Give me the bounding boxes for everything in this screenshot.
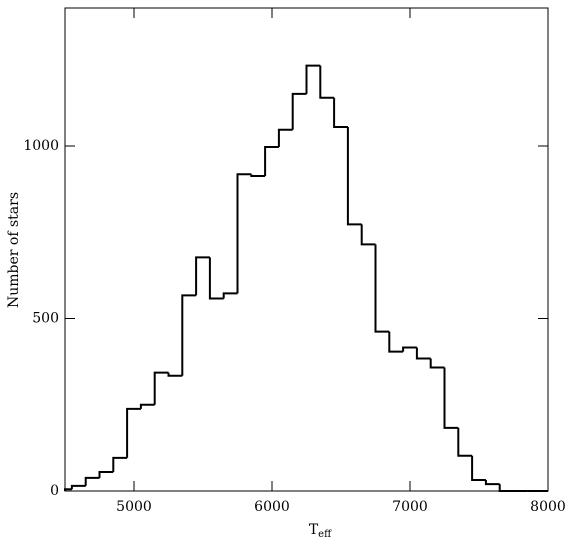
histogram-bar (498, 484, 514, 492)
histogram-bar (181, 294, 197, 376)
x-tick-label: 8000 (530, 499, 566, 515)
histogram-bar (264, 146, 279, 177)
x-axis-label: Teff (309, 522, 332, 540)
histogram-bar (346, 127, 362, 226)
histogram-bar (305, 64, 321, 94)
x-tick-label: 6000 (254, 499, 290, 515)
histogram-bar (208, 257, 224, 300)
histogram-bar (277, 128, 293, 148)
histogram-bar (250, 174, 266, 178)
histogram-bar (471, 455, 486, 481)
x-axis-label-main: T (309, 522, 319, 538)
histogram-bar (70, 484, 86, 490)
y-tick-label: 0 (50, 483, 59, 499)
histogram-bar (126, 407, 141, 458)
histogram-bar (98, 471, 114, 478)
histogram-bar (153, 371, 169, 405)
x-tick-label: 5000 (116, 499, 152, 515)
histogram-bar (333, 97, 348, 129)
x-tick-label: 7000 (392, 499, 428, 515)
histogram-bar (291, 92, 307, 130)
histogram-bar (415, 347, 431, 360)
histogram-bar (195, 256, 210, 296)
histogram-bar (443, 367, 459, 429)
histogram-bar (167, 372, 183, 377)
y-tick-label: 1000 (23, 138, 59, 154)
histogram-bar (236, 173, 252, 294)
y-tick-label: 500 (32, 311, 59, 327)
histogram-bar (64, 488, 72, 491)
histogram-bar (388, 331, 404, 353)
x-axis-label-sub: eff (318, 529, 332, 540)
histogram-bar (402, 346, 417, 352)
histogram-bar (484, 479, 500, 486)
histogram-bar (222, 292, 238, 299)
histogram-bar (112, 456, 128, 473)
y-axis-label: Number of stars (6, 192, 22, 308)
plot-frame (64, 7, 549, 492)
histogram-bar (84, 476, 100, 486)
histogram-bar (374, 244, 390, 333)
histogram-bar (319, 65, 335, 99)
histogram-bar (457, 427, 473, 457)
histogram-bar (429, 358, 445, 369)
histogram-bar (139, 403, 155, 409)
histogram-bar (360, 224, 376, 246)
